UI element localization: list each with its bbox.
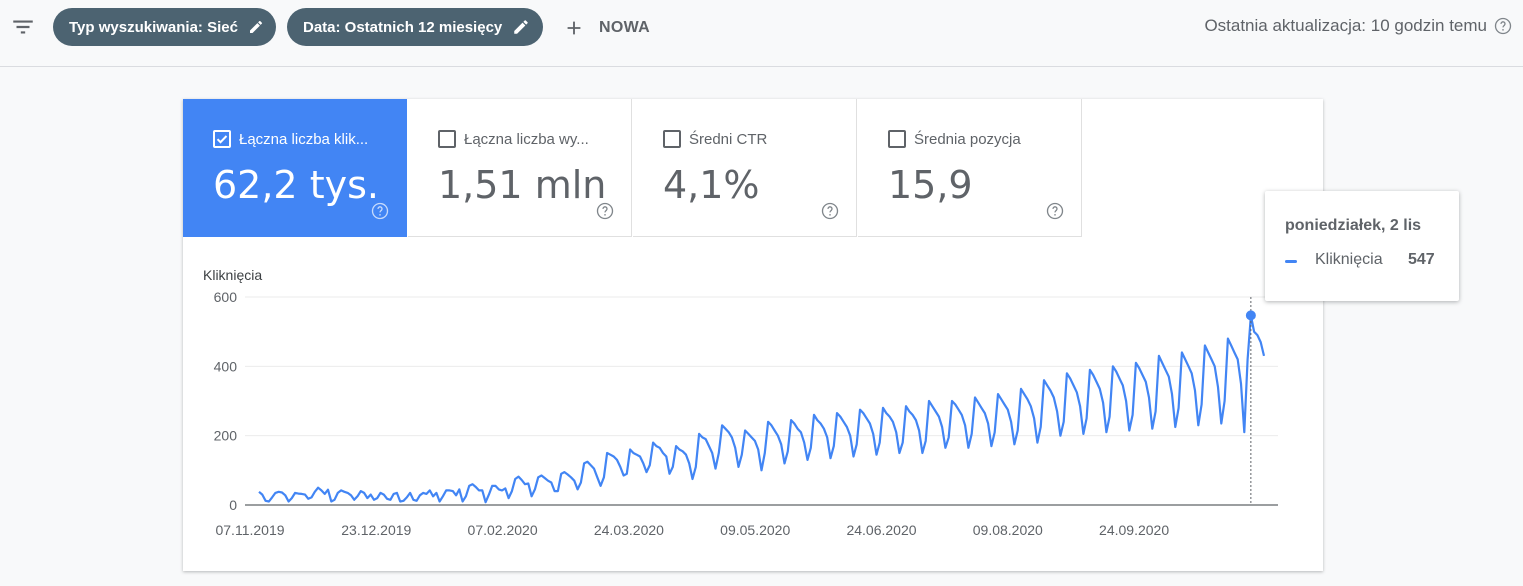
help-icon[interactable]: [1045, 201, 1065, 221]
y-tick-label: 200: [214, 428, 238, 444]
edit-pencil-icon: [514, 20, 529, 34]
metric-label-text: Średnia pozycja: [914, 130, 1021, 148]
help-icon[interactable]: [820, 201, 840, 221]
metric-label: Średni CTR: [663, 130, 767, 148]
metric-average-ctr[interactable]: Średni CTR 4,1%: [633, 99, 857, 237]
metric-label: Łączna liczba klik...: [213, 130, 368, 148]
metric-label-text: Łączna liczba klik...: [239, 130, 369, 148]
help-icon[interactable]: [370, 201, 390, 221]
metric-average-position[interactable]: Średnia pozycja 15,9: [858, 99, 1082, 237]
y-tick-label: 400: [214, 358, 238, 374]
x-tick-label: 24.03.2020: [594, 522, 664, 538]
metric-value: 15,9: [888, 163, 973, 207]
metric-label-text: Średni CTR: [689, 130, 768, 148]
tooltip-value: 547: [1408, 251, 1435, 268]
new-filter-button[interactable]: NOWA: [563, 12, 650, 44]
performance-card: Łączna liczba klik... 62,2 tys. Łączna l…: [183, 99, 1323, 571]
metric-label-text: Łączna liczba wy...: [464, 130, 589, 148]
metric-value: 1,51 mln: [438, 163, 607, 207]
search-type-filter-label: Typ wyszukiwania: Sieć: [69, 18, 238, 36]
checkbox-unchecked-icon[interactable]: [663, 130, 681, 148]
checkbox-checked-icon[interactable]: [213, 130, 231, 148]
toolbar: Typ wyszukiwania: Sieć Data: Ostatnich 1…: [0, 0, 1523, 67]
metric-total-impressions[interactable]: Łączna liczba wy... 1,51 mln: [408, 99, 632, 237]
checkbox-unchecked-icon[interactable]: [438, 130, 456, 148]
clicks-line-chart[interactable]: Kliknięcia 600 400 200 0 07.11.2019 23.12.20…: [183, 237, 1323, 571]
filter-list-icon[interactable]: [10, 14, 36, 40]
new-filter-label: NOWA: [599, 19, 650, 36]
hover-data-point: [1245, 310, 1256, 321]
help-icon[interactable]: [595, 201, 615, 221]
metric-total-clicks[interactable]: Łączna liczba klik... 62,2 tys.: [183, 99, 407, 237]
metric-value: 62,2 tys.: [213, 163, 379, 207]
x-tick-label: 07.11.2019: [215, 522, 284, 538]
metric-value: 4,1%: [663, 163, 760, 207]
checkbox-unchecked-icon[interactable]: [888, 130, 906, 148]
date-filter-label: Data: Ostatnich 12 miesięcy: [303, 18, 503, 36]
x-tick-label: 23.12.2019: [341, 522, 411, 538]
tooltip-series-name: Kliknięcia: [1315, 251, 1383, 268]
x-tick-label: 24.09.2020: [1099, 522, 1169, 538]
tooltip-date: poniedziałek, 2 lis: [1285, 217, 1422, 234]
y-tick-label: 0: [229, 497, 237, 513]
series-line-clicks: [258, 314, 1266, 504]
series-legend-swatch: [1285, 260, 1297, 263]
chart-tooltip: poniedziałek, 2 lis Kliknięcia 547: [1265, 191, 1459, 301]
help-icon[interactable]: [1493, 16, 1513, 36]
edit-pencil-icon: [249, 20, 262, 34]
y-axis-label: Kliknięcia: [203, 267, 262, 283]
search-type-filter-chip[interactable]: Typ wyszukiwania: Sieć: [53, 8, 276, 46]
x-tick-label: 09.08.2020: [973, 522, 1043, 538]
x-tick-label: 09.05.2020: [720, 522, 790, 538]
metric-label: Średnia pozycja: [888, 130, 1021, 148]
metric-label: Łączna liczba wy...: [438, 130, 589, 148]
date-filter-chip[interactable]: Data: Ostatnich 12 miesięcy: [287, 8, 543, 46]
y-tick-label: 600: [214, 289, 238, 305]
x-tick-label: 07.02.2020: [468, 522, 538, 538]
last-update-info: Ostatnia aktualizacja: 10 godzin temu: [1204, 16, 1513, 36]
x-tick-label: 24.06.2020: [846, 522, 916, 538]
last-update-text: Ostatnia aktualizacja: 10 godzin temu: [1204, 16, 1487, 35]
plus-icon: [567, 21, 581, 35]
